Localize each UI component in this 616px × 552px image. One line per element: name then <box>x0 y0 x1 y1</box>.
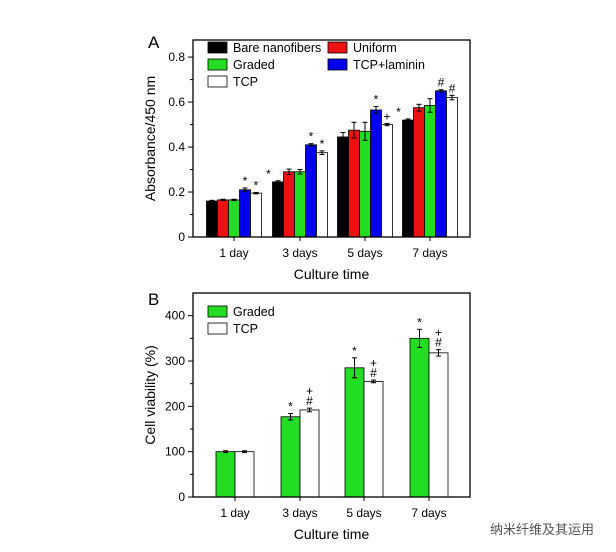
panel-b-y-tick-label: 200 <box>165 399 185 413</box>
panel-a-legend-swatch <box>327 41 348 54</box>
panel-b-x-tick-label: 7 days <box>411 506 446 520</box>
panel-a-x-axis-label: Culture time <box>294 266 370 282</box>
panel-b-x-tick-label: 3 days <box>282 506 317 520</box>
panel-a-y-tick-label: 0 <box>178 230 185 244</box>
panel-a-legend-swatch <box>207 75 228 88</box>
panel-a-y-tick-label: 0.4 <box>168 140 185 154</box>
panel-b-y-axis-label: Cell viability (%) <box>142 345 158 445</box>
panel-a-legend-swatch <box>207 58 228 71</box>
panel-a-bar <box>348 129 360 238</box>
panel-b-significance-mark: # <box>370 366 377 380</box>
panel-a-bar <box>272 181 284 238</box>
panel-a-legend-label: Uniform <box>353 41 397 55</box>
panel-a-x-tick-label: 3 days <box>282 246 317 260</box>
panel-b-bar <box>344 367 365 498</box>
panel-a-significance-mark: # <box>438 76 445 90</box>
panel-a-significance-mark: * <box>266 167 271 181</box>
panel-a-significance-mark: * <box>320 137 325 151</box>
panel-a-label: A <box>148 33 160 52</box>
panel-b-y-tick-label: 400 <box>165 309 185 323</box>
panel-b-legend-label: Graded <box>233 305 275 319</box>
panel-a-significance-mark: * <box>243 174 248 188</box>
panel-a-legend-label: TCP+laminin <box>353 58 425 72</box>
panel-b-x-tick-label: 1 day <box>220 506 249 520</box>
panel-a-legend-label: Graded <box>233 58 275 72</box>
panel-a-bar <box>206 200 218 238</box>
panel-b-x-axis-label: Culture time <box>294 526 370 542</box>
panel-a-bar <box>228 199 240 238</box>
panel-a-bar <box>305 144 317 238</box>
panel-b-significance-mark: # <box>435 336 442 350</box>
panel-b-significance-mark: + <box>306 384 313 398</box>
panel-b-bar <box>428 352 449 498</box>
panel-b-bar <box>409 337 430 498</box>
panel-a-significance-mark: * <box>309 130 314 144</box>
panel-a-significance-mark: * <box>396 105 401 119</box>
panel-b-legend-swatch <box>207 322 228 335</box>
panel-b-legend-label: TCP <box>233 322 258 336</box>
panel-a-bar <box>337 136 349 238</box>
panel-a-significance-mark: * <box>254 178 259 192</box>
panel-a-legend-label: TCP <box>233 75 258 89</box>
panel-a-bar <box>435 90 447 238</box>
panel-a-bar <box>424 105 436 238</box>
panel-a-x-tick-label: 5 days <box>347 246 382 260</box>
panel-b-bar <box>215 451 236 498</box>
panel-a-x-tick-label: 7 days <box>412 246 447 260</box>
panel-b-bar <box>280 416 301 498</box>
panel-a-bar <box>413 107 425 238</box>
panel-b-significance-mark: * <box>417 315 422 329</box>
panel-a-bar <box>359 130 371 238</box>
panel-a-significance-mark: * <box>374 93 379 107</box>
panel-a-bar <box>402 119 414 238</box>
panel-b-significance-mark: + <box>370 356 377 370</box>
panel-a-bar <box>446 97 458 238</box>
panel-a-significance-mark: + <box>383 109 390 123</box>
panel-b-bar <box>234 451 255 498</box>
panel-a-significance-mark: # <box>449 81 456 95</box>
panel-b-plot-frame <box>192 292 471 498</box>
panel-a-y-tick-label: 0.6 <box>168 95 185 109</box>
panel-a-bar <box>283 171 295 238</box>
panel-b-y-tick-label: 0 <box>178 490 185 504</box>
panel-b-legend-swatch <box>207 305 228 318</box>
watermark: 纳米纤维及其运用 <box>489 523 594 538</box>
panel-a-bar <box>294 171 306 238</box>
panel-a-bar <box>217 199 229 238</box>
panel-a-bar <box>370 109 382 238</box>
panel-a-y-tick-label: 0.8 <box>168 50 185 64</box>
panel-a-bar <box>250 192 262 238</box>
panel-b-y-tick-label: 300 <box>165 354 185 368</box>
panel-a-bar <box>316 152 328 238</box>
panel-b-bar <box>363 380 384 498</box>
panel-b-bar <box>299 409 320 498</box>
panel-b-y-tick-label: 100 <box>165 445 185 459</box>
panel-b-x-tick-label: 5 days <box>346 506 381 520</box>
panel-a-bar <box>239 189 251 238</box>
panel-b-significance-mark: + <box>435 326 442 340</box>
panel-b-significance-mark: * <box>352 344 357 358</box>
panel-a-x-tick-label: 1 day <box>219 246 248 260</box>
panel-a-plot-frame <box>192 39 471 238</box>
panel-a-legend-swatch <box>207 41 228 54</box>
panel-a-y-axis-label: Absorbance/450 nm <box>142 76 158 201</box>
panel-a-legend-label: Bare nanofibers <box>233 41 321 55</box>
panel-a-bar <box>381 124 393 238</box>
panel-a-y-tick-label: 0.2 <box>168 185 185 199</box>
panel-b-significance-mark: * <box>288 400 293 414</box>
panel-b-significance-mark: # <box>306 394 313 408</box>
panel-b-label: B <box>148 290 159 309</box>
panel-a-legend-swatch <box>327 58 348 71</box>
